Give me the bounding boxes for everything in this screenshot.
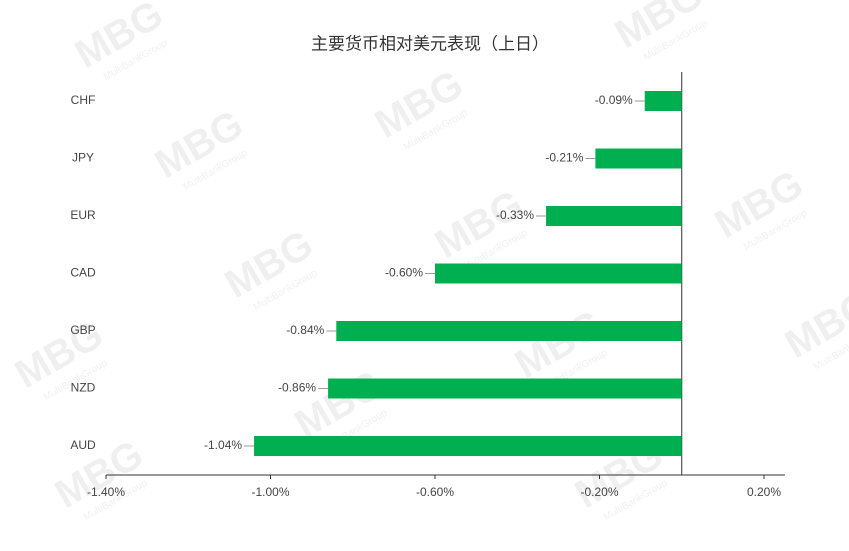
y-tick-label: NZD xyxy=(71,381,96,395)
data-label: -0.33% xyxy=(496,208,534,222)
data-label: -0.21% xyxy=(545,151,583,165)
data-label: -0.60% xyxy=(385,266,423,280)
y-tick-label: EUR xyxy=(70,208,96,222)
x-tick-label: -1.40% xyxy=(87,485,125,499)
chart-title: 主要货币相对美元表现（上日） xyxy=(311,34,549,53)
data-label: -0.09% xyxy=(595,93,633,107)
bar xyxy=(595,148,682,169)
x-tick-label: 0.20% xyxy=(747,485,781,499)
y-tick-label: AUD xyxy=(70,438,96,452)
x-tick-label: -1.00% xyxy=(251,485,289,499)
x-tick-label: -0.60% xyxy=(416,485,454,499)
bar xyxy=(254,436,682,456)
bar xyxy=(336,321,682,341)
bar xyxy=(435,263,682,284)
data-label: -0.86% xyxy=(278,381,316,395)
bar xyxy=(328,378,682,399)
x-tick-label: -0.20% xyxy=(580,485,618,499)
y-tick-label: JPY xyxy=(72,151,94,165)
bar xyxy=(546,206,682,226)
data-label: -1.04% xyxy=(204,438,242,452)
data-label: -0.84% xyxy=(286,323,324,337)
y-tick-label: CAD xyxy=(70,266,96,280)
y-tick-label: CHF xyxy=(71,93,96,107)
y-tick-label: GBP xyxy=(70,323,95,337)
bar xyxy=(644,91,682,111)
